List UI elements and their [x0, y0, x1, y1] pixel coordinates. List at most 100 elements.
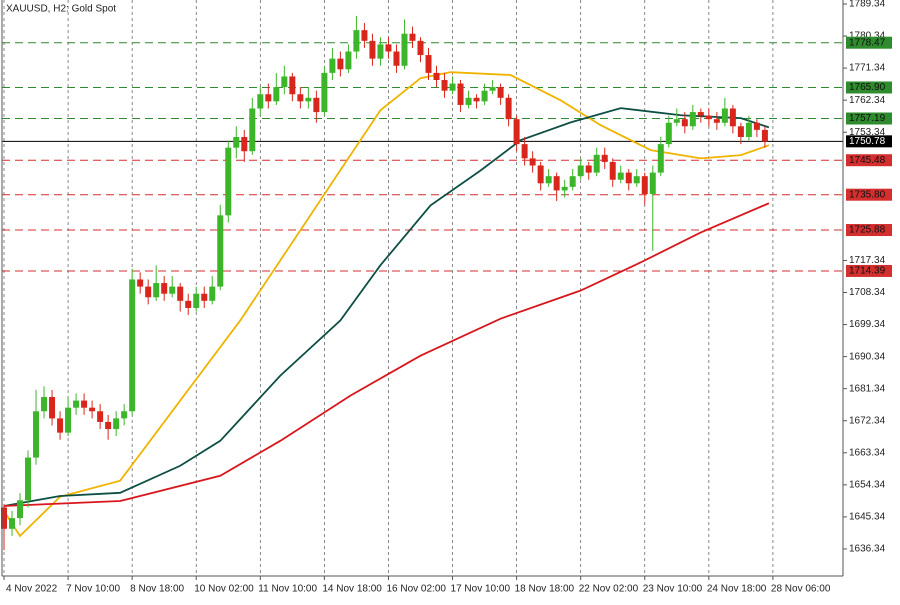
level-label: 1765.90 [849, 82, 886, 93]
candle-body [337, 58, 344, 70]
candle-body [193, 293, 200, 308]
level-label-box [846, 81, 892, 94]
y-tick-label: 1636.34 [849, 544, 886, 555]
candle-body [201, 293, 208, 301]
candle-body [617, 172, 624, 180]
x-tick-label: 16 Nov 02:00 [386, 584, 446, 595]
candle-body [753, 122, 760, 130]
candle-body [49, 397, 56, 419]
candle-body [177, 286, 184, 301]
candle-body [361, 30, 368, 41]
level-label-box [846, 112, 892, 125]
candle-body [81, 400, 88, 408]
x-tick-label: 10 Nov 02:00 [194, 584, 254, 595]
level-label: 1745.48 [849, 155, 886, 166]
candle-body [545, 176, 552, 184]
level-label: 1735.80 [849, 189, 886, 200]
candle-body [633, 176, 640, 184]
candle-body [385, 44, 392, 52]
candle-body [121, 411, 128, 419]
y-tick-label: 1663.34 [849, 447, 886, 458]
y-tick-label: 1780.34 [849, 31, 886, 42]
x-tick-label: 18 Nov 18:00 [515, 584, 575, 595]
x-tick-label: 28 Nov 06:00 [771, 584, 831, 595]
candle-body [641, 176, 648, 194]
level-label: 1757.19 [849, 113, 886, 124]
candle-body [665, 122, 672, 145]
candle-body [329, 58, 336, 73]
candle-body [761, 129, 768, 142]
candle-body [401, 33, 408, 66]
candle-body [1, 507, 8, 529]
candle-body [457, 83, 464, 105]
candle-body [321, 72, 328, 113]
candle-body [257, 94, 264, 109]
candle-body [241, 136, 248, 152]
candle-body [345, 51, 352, 70]
current-price-label: 1750.78 [849, 136, 886, 147]
candle-body [529, 158, 536, 166]
candle-body [89, 407, 96, 412]
candle-body [249, 108, 256, 152]
candle-body [265, 94, 272, 102]
y-tick-label: 1789.34 [849, 0, 886, 10]
candle-body [721, 108, 728, 123]
candle-body [561, 186, 568, 191]
candle-body [425, 55, 432, 73]
candle-body [649, 172, 656, 194]
candle-body [137, 279, 144, 287]
x-tick-label: 11 Nov 10:00 [258, 584, 317, 595]
candle-body [449, 83, 456, 91]
candle-body [97, 411, 104, 422]
moving-average [3, 107, 770, 507]
candle-body [393, 51, 400, 66]
candle-body [73, 400, 80, 408]
candle-body [609, 161, 616, 180]
candle-body [417, 40, 424, 56]
candle-body [737, 126, 744, 137]
candle-body [689, 112, 696, 127]
candle-body [305, 97, 312, 102]
candle-body [673, 119, 680, 123]
candle-body [377, 44, 384, 59]
candle-body [33, 411, 40, 458]
candle-body [729, 108, 736, 127]
candle-body [705, 115, 712, 120]
candle-body [297, 94, 304, 102]
candle-body [113, 418, 120, 430]
candle-body [369, 40, 376, 59]
candle-body [441, 80, 448, 91]
candle-body [9, 518, 16, 529]
candle-body [713, 119, 720, 123]
x-tick-label: 4 Nov 2022 [6, 584, 58, 595]
candle-body [577, 165, 584, 177]
x-tick-label: 22 Nov 02:00 [579, 584, 639, 595]
y-tick-label: 1717.34 [849, 255, 886, 266]
candle-body [657, 144, 664, 173]
candle-body [433, 72, 440, 81]
candle-body [489, 87, 496, 91]
x-tick-label: 17 Nov 10:00 [451, 584, 511, 595]
y-tick-label: 1699.34 [849, 319, 886, 330]
level-label-box [846, 154, 892, 167]
candle-body [169, 286, 176, 294]
current-price-box [846, 135, 892, 148]
candle-body [233, 136, 240, 148]
y-tick-label: 1753.34 [849, 127, 886, 138]
candle-body [625, 172, 632, 184]
chart-title: XAUUSD, H2: Gold Spot [6, 4, 116, 15]
level-label-box [846, 264, 892, 277]
candle-body [745, 122, 752, 137]
candle-body [697, 112, 704, 116]
x-tick-label: 23 Nov 10:00 [643, 584, 703, 595]
x-tick-label: 14 Nov 18:00 [322, 584, 382, 595]
candle-body [313, 97, 320, 113]
y-tick-label: 1654.34 [849, 479, 886, 490]
level-label-box [846, 224, 892, 237]
x-tick-label: 24 Nov 18:00 [707, 584, 767, 595]
candle-body [145, 286, 152, 298]
candle-body [409, 33, 416, 41]
moving-average [3, 202, 770, 507]
